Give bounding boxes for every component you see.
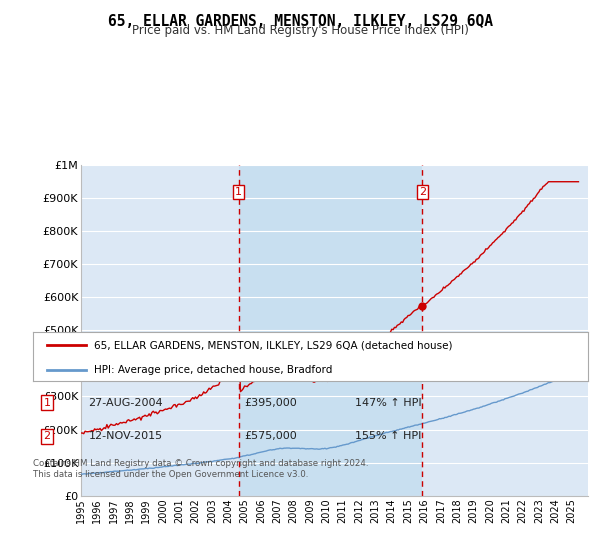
Text: HPI: Average price, detached house, Bradford: HPI: Average price, detached house, Brad… bbox=[94, 365, 332, 375]
Text: 65, ELLAR GARDENS, MENSTON, ILKLEY, LS29 6QA (detached house): 65, ELLAR GARDENS, MENSTON, ILKLEY, LS29… bbox=[94, 340, 452, 351]
Text: 147% ↑ HPI: 147% ↑ HPI bbox=[355, 398, 422, 408]
Text: 2: 2 bbox=[43, 431, 50, 441]
Text: £575,000: £575,000 bbox=[244, 431, 296, 441]
Text: 2: 2 bbox=[419, 186, 426, 197]
Text: 12-NOV-2015: 12-NOV-2015 bbox=[89, 431, 163, 441]
Text: 65, ELLAR GARDENS, MENSTON, ILKLEY, LS29 6QA: 65, ELLAR GARDENS, MENSTON, ILKLEY, LS29… bbox=[107, 14, 493, 29]
Text: 155% ↑ HPI: 155% ↑ HPI bbox=[355, 431, 421, 441]
Text: Price paid vs. HM Land Registry's House Price Index (HPI): Price paid vs. HM Land Registry's House … bbox=[131, 24, 469, 37]
Text: 1: 1 bbox=[43, 398, 50, 408]
Text: Contains HM Land Registry data © Crown copyright and database right 2024.
This d: Contains HM Land Registry data © Crown c… bbox=[33, 459, 368, 479]
Text: 1: 1 bbox=[235, 186, 242, 197]
Text: 27-AUG-2004: 27-AUG-2004 bbox=[89, 398, 163, 408]
Bar bbox=[239, 165, 422, 496]
Text: £395,000: £395,000 bbox=[244, 398, 296, 408]
